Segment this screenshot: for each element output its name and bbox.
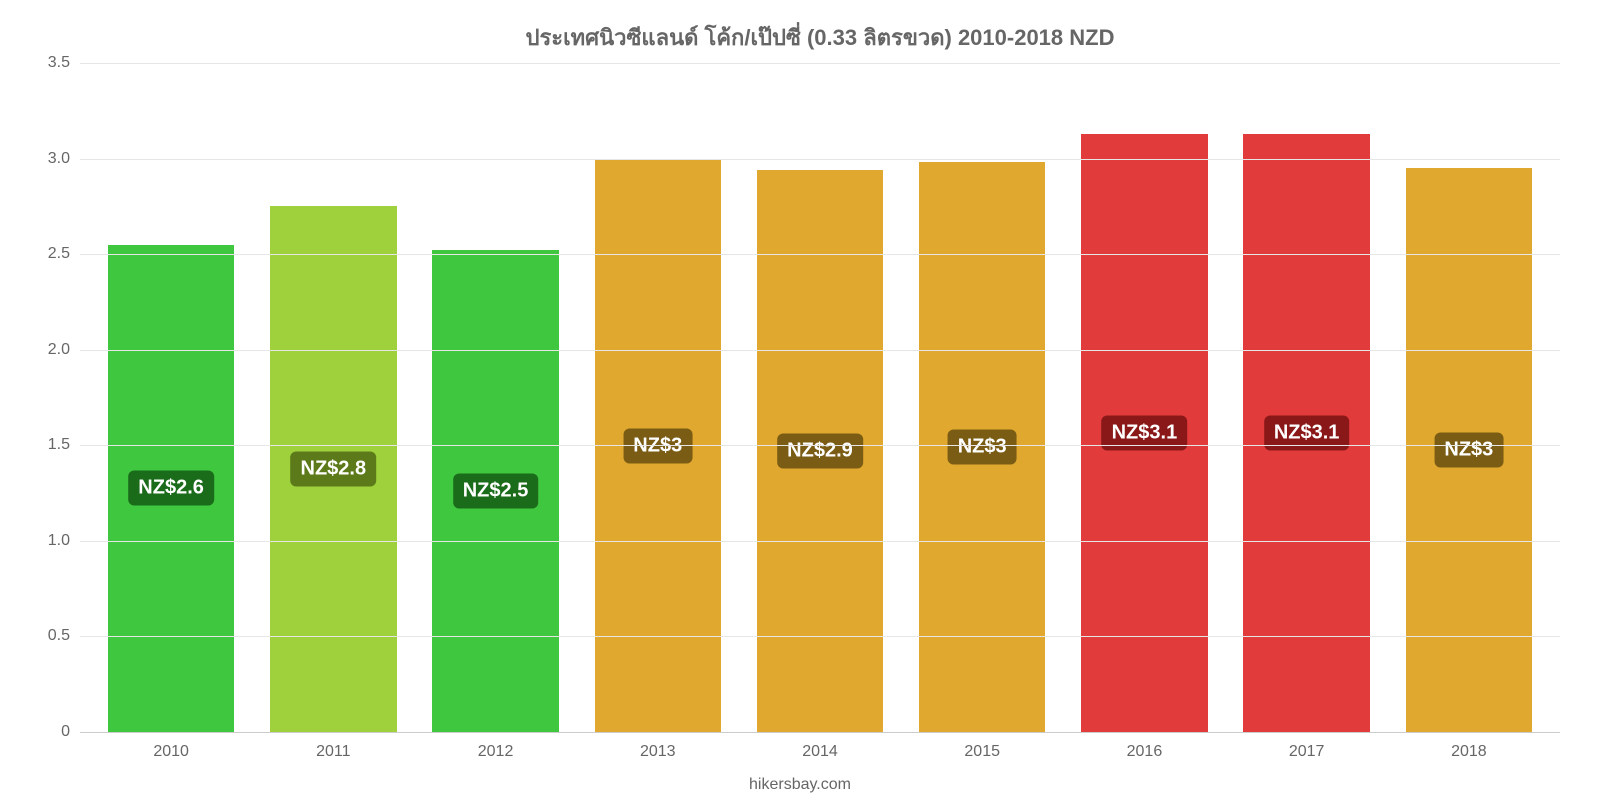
y-tick-label: 0.5	[48, 627, 80, 645]
bar-slot: NZ$3	[901, 63, 1063, 732]
x-tick-label: 2015	[901, 743, 1063, 761]
value-badge: NZ$2.5	[453, 474, 539, 509]
bar: NZ$2.5	[432, 250, 559, 732]
y-tick-label: 1.0	[48, 532, 80, 550]
x-tick-label: 2011	[252, 743, 414, 761]
value-badge: NZ$3	[948, 430, 1017, 465]
x-tick-label: 2017	[1226, 743, 1388, 761]
grid-line	[80, 445, 1560, 446]
y-tick-label: 0	[61, 723, 80, 741]
bar-slot: NZ$2.8	[252, 63, 414, 732]
chart-footer: hikersbay.com	[0, 776, 1600, 794]
bar-slot: NZ$2.5	[414, 63, 576, 732]
grid-line	[80, 732, 1560, 733]
y-tick-label: 1.5	[48, 436, 80, 454]
bar-slot: NZ$3.1	[1226, 63, 1388, 732]
chart-title: ประเทศนิวซีแลนด์ โค้ก/เป๊ปซี่ (0.33 ลิตร…	[80, 20, 1560, 55]
x-tick-label: 2016	[1063, 743, 1225, 761]
bar-slot: NZ$2.9	[739, 63, 901, 732]
grid-line	[80, 159, 1560, 160]
bars-group: NZ$2.6 NZ$2.8 NZ$2.5 NZ$3 NZ$2.9 NZ$3 NZ$3.1 NZ…	[80, 63, 1560, 732]
value-badge: NZ$2.8	[291, 452, 377, 487]
x-tick-label: 2013	[577, 743, 739, 761]
grid-line	[80, 636, 1560, 637]
bar-slot: NZ$2.6	[90, 63, 252, 732]
bar-slot: NZ$3	[1388, 63, 1550, 732]
y-tick-label: 3.5	[48, 54, 80, 72]
value-badge: NZ$3	[1434, 433, 1503, 468]
value-badge: NZ$2.6	[128, 471, 214, 506]
x-tick-label: 2018	[1388, 743, 1550, 761]
grid-line	[80, 541, 1560, 542]
bar: NZ$3.1	[1243, 134, 1370, 732]
y-tick-label: 2.5	[48, 245, 80, 263]
x-tick-label: 2014	[739, 743, 901, 761]
plot-area: NZ$2.6 NZ$2.8 NZ$2.5 NZ$3 NZ$2.9 NZ$3 NZ$3.1 NZ…	[80, 63, 1560, 733]
bar-slot: NZ$3	[577, 63, 739, 732]
x-tick-label: 2010	[90, 743, 252, 761]
bar: NZ$3	[1406, 168, 1533, 732]
grid-line	[80, 63, 1560, 64]
bar: NZ$3	[919, 162, 1046, 732]
grid-line	[80, 254, 1560, 255]
x-tick-label: 2012	[414, 743, 576, 761]
x-axis: 201020112012201320142015201620172018	[80, 733, 1560, 761]
bar: NZ$2.8	[270, 206, 397, 732]
grid-line	[80, 350, 1560, 351]
value-badge: NZ$2.9	[777, 434, 863, 469]
chart-container: ประเทศนิวซีแลนด์ โค้ก/เป๊ปซี่ (0.33 ลิตร…	[0, 0, 1600, 800]
bar-slot: NZ$3.1	[1063, 63, 1225, 732]
bar: NZ$2.6	[108, 245, 235, 732]
y-tick-label: 3.0	[48, 150, 80, 168]
bar: NZ$3.1	[1081, 134, 1208, 732]
y-tick-label: 2.0	[48, 341, 80, 359]
